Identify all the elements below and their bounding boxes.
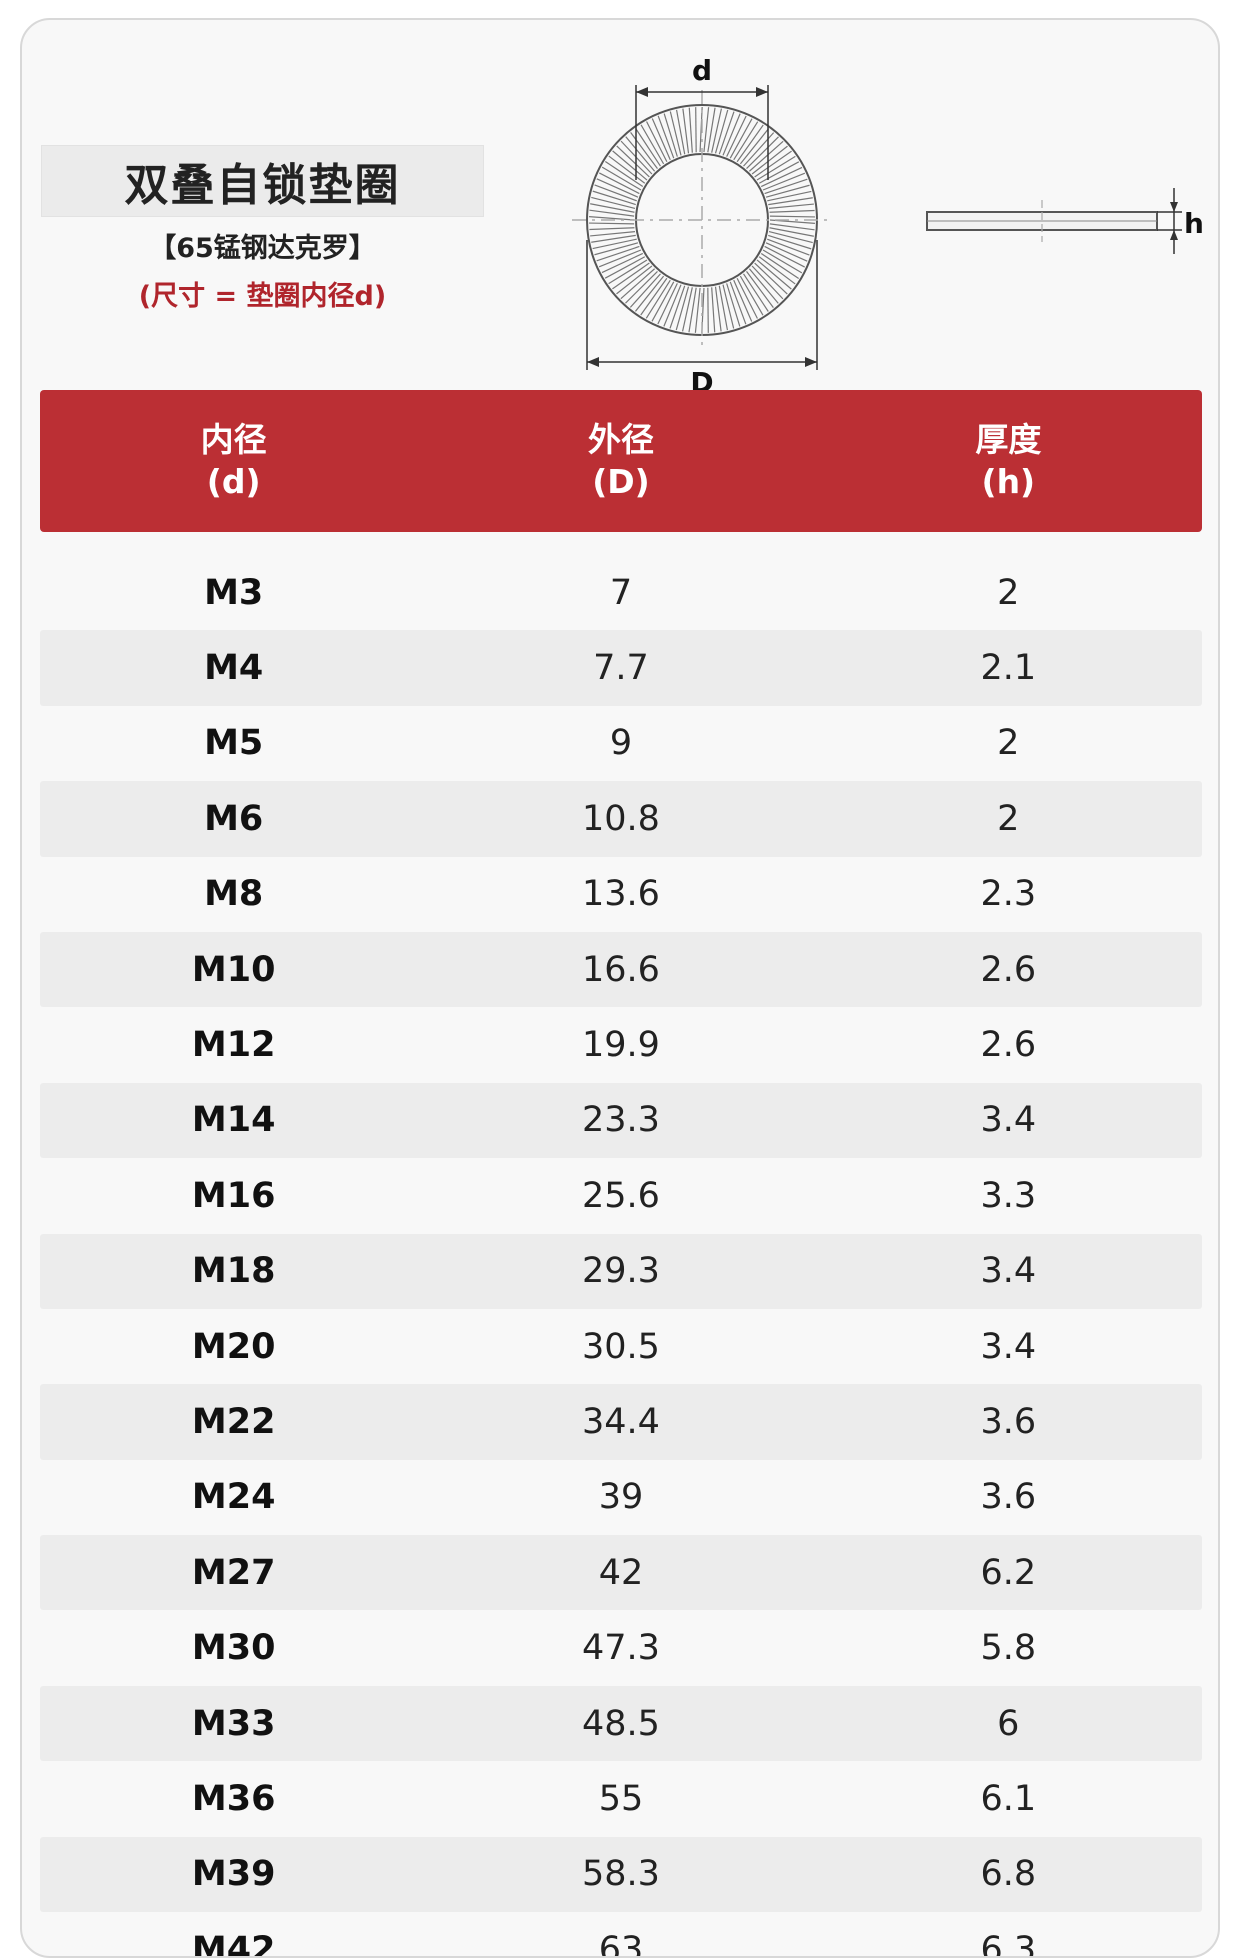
cell-thickness: 2.6: [815, 1025, 1202, 1065]
cell-size: M4: [40, 648, 427, 688]
cell-size: M8: [40, 874, 427, 914]
cell-thickness: 2.6: [815, 950, 1202, 990]
cell-size: M30: [40, 1628, 427, 1668]
product-title: 双叠自锁垫圈: [125, 149, 401, 213]
cell-size: M6: [40, 799, 427, 839]
cell-thickness: 6.8: [815, 1854, 1202, 1894]
cell-thickness: 2.1: [815, 648, 1202, 688]
cell-outer-diameter: 48.5: [427, 1704, 814, 1744]
cell-outer-diameter: 42: [427, 1553, 814, 1593]
cell-size: M20: [40, 1327, 427, 1367]
cell-size: M36: [40, 1779, 427, 1819]
cell-size: M24: [40, 1477, 427, 1517]
cell-thickness: 2: [815, 799, 1202, 839]
header-outer-diameter: 外径 (D): [427, 390, 814, 532]
cell-outer-diameter: 23.3: [427, 1100, 814, 1140]
header-inner-diameter: 内径 (d): [40, 390, 427, 532]
header-outer-diameter-symbol: (D): [592, 461, 650, 503]
cell-size: M33: [40, 1704, 427, 1744]
cell-thickness: 3.4: [815, 1327, 1202, 1367]
cell-thickness: 3.4: [815, 1251, 1202, 1291]
cell-outer-diameter: 10.8: [427, 799, 814, 839]
cell-outer-diameter: 9: [427, 723, 814, 763]
cell-size: M14: [40, 1100, 427, 1140]
cell-size: M3: [40, 573, 427, 613]
cell-thickness: 3.6: [815, 1477, 1202, 1517]
cell-outer-diameter: 63: [427, 1930, 814, 1958]
cell-outer-diameter: 16.6: [427, 950, 814, 990]
D-label: D: [690, 366, 713, 390]
cell-size: M10: [40, 950, 427, 990]
cell-outer-diameter: 34.4: [427, 1402, 814, 1442]
cell-size: M22: [40, 1402, 427, 1442]
cell-thickness: 3.3: [815, 1176, 1202, 1216]
cell-outer-diameter: 30.5: [427, 1327, 814, 1367]
washer-diagram: d D h: [542, 40, 1202, 390]
cell-size: M42: [40, 1930, 427, 1958]
title-box: 双叠自锁垫圈: [41, 145, 484, 217]
cell-outer-diameter: 7.7: [427, 648, 814, 688]
header-inner-diameter-symbol: (d): [207, 461, 261, 503]
table-header: 内径 (d) 外径 (D) 厚度 (h): [40, 390, 1202, 532]
h-label: h: [1184, 207, 1202, 240]
cell-outer-diameter: 47.3: [427, 1628, 814, 1668]
cell-size: M12: [40, 1025, 427, 1065]
cell-outer-diameter: 39: [427, 1477, 814, 1517]
header-inner-diameter-name: 内径: [201, 419, 267, 461]
cell-thickness: 6.2: [815, 1553, 1202, 1593]
cell-outer-diameter: 55: [427, 1779, 814, 1819]
cell-outer-diameter: 19.9: [427, 1025, 814, 1065]
cell-thickness: 6.3: [815, 1930, 1202, 1958]
cell-size: M16: [40, 1176, 427, 1216]
cell-outer-diameter: 25.6: [427, 1176, 814, 1216]
cell-outer-diameter: 13.6: [427, 874, 814, 914]
cell-size: M27: [40, 1553, 427, 1593]
cell-thickness: 2: [815, 723, 1202, 763]
cell-thickness: 6.1: [815, 1779, 1202, 1819]
cell-thickness: 2: [815, 573, 1202, 613]
material-subtitle: 【65锰钢达克罗】: [41, 226, 484, 265]
cell-thickness: 2.3: [815, 874, 1202, 914]
washer-side-view: [927, 200, 1157, 242]
cell-thickness: 5.8: [815, 1628, 1202, 1668]
cell-outer-diameter: 29.3: [427, 1251, 814, 1291]
header-outer-diameter-name: 外径: [588, 419, 654, 461]
d-label: d: [692, 54, 712, 87]
cell-size: M39: [40, 1854, 427, 1894]
cell-size: M5: [40, 723, 427, 763]
cell-size: M18: [40, 1251, 427, 1291]
cell-outer-diameter: 58.3: [427, 1854, 814, 1894]
cell-thickness: 3.6: [815, 1402, 1202, 1442]
cell-outer-diameter: 7: [427, 573, 814, 613]
cell-thickness: 6: [815, 1704, 1202, 1744]
size-note: (尺寸 = 垫圈内径d): [41, 274, 484, 313]
header-thickness-symbol: (h): [981, 461, 1035, 503]
cell-thickness: 3.4: [815, 1100, 1202, 1140]
header-thickness-name: 厚度: [975, 419, 1041, 461]
spec-card: 双叠自锁垫圈 【65锰钢达克罗】 (尺寸 = 垫圈内径d) d D: [20, 18, 1220, 1958]
header-thickness: 厚度 (h): [815, 390, 1202, 532]
